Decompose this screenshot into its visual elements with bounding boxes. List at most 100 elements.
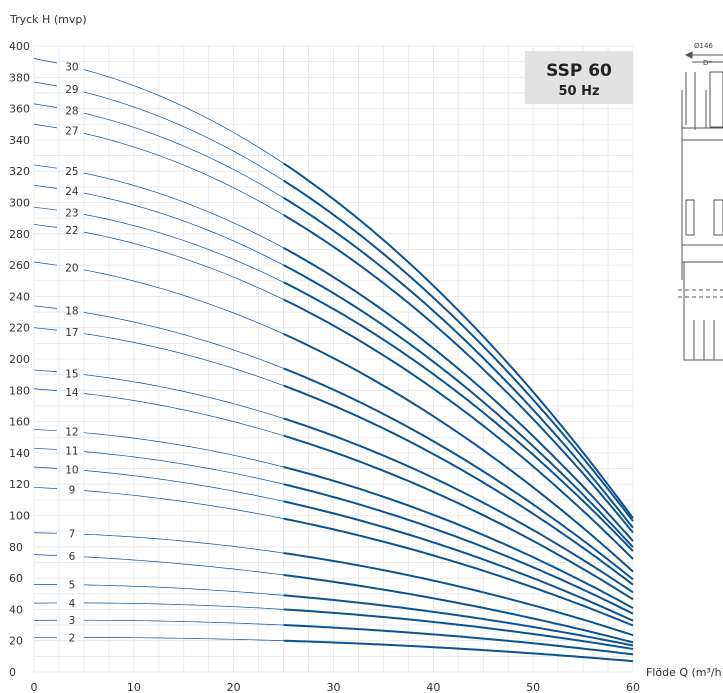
curve-stage-14	[283, 434, 634, 601]
model-title: SSP 60	[546, 61, 612, 81]
y-tick-label: 320	[9, 165, 30, 178]
stage-label: 3	[69, 615, 76, 627]
curve-stage-3	[283, 624, 634, 656]
pump-motor-bottom	[683, 320, 723, 361]
stage-label: 29	[65, 84, 78, 96]
stage-label: 20	[65, 263, 78, 275]
curve-stage-30-part-load	[83, 69, 284, 164]
curve-stage-5	[283, 594, 634, 647]
y-tick-label: 60	[9, 572, 23, 585]
curve-stage-15	[283, 417, 634, 594]
stage-label: 9	[69, 485, 76, 497]
curve-stage-11	[283, 483, 634, 615]
y-tick-label: 300	[9, 197, 30, 210]
stage-label: 7	[69, 529, 76, 541]
y-tick-label: 140	[9, 447, 30, 460]
curve-stage-14-part-load	[83, 393, 284, 437]
x-tick-label: 0	[31, 681, 38, 693]
curve-stage-3-part-load	[83, 619, 284, 626]
curve-stage-9-part-load	[83, 490, 284, 519]
curve-stage-25	[283, 247, 634, 542]
y-tick-label: 80	[9, 541, 23, 554]
model-badge-background	[525, 51, 633, 104]
y-tick-label: 40	[9, 603, 23, 616]
stage-label: 5	[69, 580, 76, 592]
x-tick-label: 20	[227, 681, 241, 693]
curve-stage-9	[283, 517, 634, 627]
y-tick-label: 240	[9, 290, 30, 303]
curve-stage-29-start	[33, 81, 58, 87]
stage-label: 10	[65, 464, 78, 476]
y-tick-label: 160	[9, 416, 30, 429]
curve-stage-20-part-load	[83, 269, 284, 335]
stage-label: 24	[65, 186, 79, 198]
curve-stage-22-part-load	[83, 231, 284, 300]
curve-stage-25-part-load	[83, 172, 284, 249]
curve-stage-27-part-load	[83, 132, 284, 216]
curve-stage-17	[283, 384, 634, 586]
x-tick-label: 30	[327, 681, 341, 693]
y-tick-label: 380	[9, 71, 30, 84]
stage-label: 17	[65, 327, 78, 339]
pump-drawing: Ø146 D*	[678, 42, 723, 361]
curve-stage-23-part-load	[83, 214, 284, 283]
curve-stage-15-start	[33, 369, 57, 373]
curve-stage-24	[283, 264, 634, 548]
curve-stage-6	[283, 574, 634, 644]
curve-stage-18-start	[33, 305, 58, 309]
y-tick-label: 0	[9, 666, 16, 679]
curve-stage-17-part-load	[83, 333, 284, 386]
pump-cable-guard	[709, 71, 723, 128]
curve-stage-24-part-load	[83, 192, 284, 266]
y-tick-label: 340	[9, 134, 30, 147]
curve-stage-23-start	[33, 206, 58, 211]
curve-stage-22-start	[33, 224, 58, 228]
curve-stage-2-part-load	[83, 637, 284, 642]
curve-stage-30-start	[33, 58, 58, 64]
stage-label: 4	[69, 598, 76, 610]
model-badge: SSP 60 50 Hz	[525, 51, 633, 104]
stage-label: 28	[65, 106, 78, 118]
curve-stage-14-start	[33, 388, 57, 391]
y-tick-label: 260	[9, 259, 30, 272]
stage-label: 2	[69, 632, 76, 644]
curve-stage-4	[283, 608, 634, 650]
y-axis-title: Tryck H (mvp)	[9, 13, 87, 26]
dimension-sublabel: D*	[703, 59, 712, 67]
curve-stage-27	[283, 214, 634, 534]
curve-stage-4-part-load	[83, 602, 284, 610]
y-tick-label: 20	[9, 635, 23, 648]
curve-stage-11-start	[33, 447, 57, 450]
curve-stage-17-start	[33, 327, 57, 331]
stage-label: 6	[69, 551, 76, 563]
axes: 0204060801001201401601802002202402602803…	[9, 40, 640, 693]
curve-stage-24-start	[33, 184, 58, 189]
y-tick-label: 400	[9, 40, 30, 53]
stage-label: 15	[65, 368, 78, 380]
stage-label: 30	[65, 61, 78, 73]
y-tick-label: 200	[9, 353, 30, 366]
x-axis-title: Flöde Q (m³/h)	[646, 666, 723, 679]
curve-stage-30	[283, 162, 634, 519]
stage-label: 14	[65, 387, 79, 399]
curve-stage-10	[283, 500, 634, 622]
stage-label: 22	[65, 225, 78, 237]
stage-label: 23	[65, 207, 78, 219]
curve-stage-12-start	[33, 429, 57, 432]
pump-bracket-left	[685, 199, 695, 236]
curve-stage-12-part-load	[83, 432, 284, 468]
stage-label: 27	[65, 126, 78, 138]
x-tick-label: 60	[626, 681, 640, 693]
y-tick-label: 280	[9, 228, 30, 241]
y-tick-label: 180	[9, 384, 30, 397]
performance-curves	[33, 58, 634, 663]
dimension-arrow-icon	[684, 51, 693, 59]
curve-stage-11-part-load	[83, 451, 284, 485]
curve-stage-9-start	[33, 486, 57, 489]
curve-stage-5-part-load	[83, 584, 284, 596]
frequency-subtitle: 50 Hz	[558, 84, 599, 99]
curve-stage-18-part-load	[83, 312, 284, 369]
curve-stage-12	[283, 466, 634, 609]
y-tick-label: 360	[9, 103, 30, 116]
curve-stage-28	[283, 196, 634, 529]
